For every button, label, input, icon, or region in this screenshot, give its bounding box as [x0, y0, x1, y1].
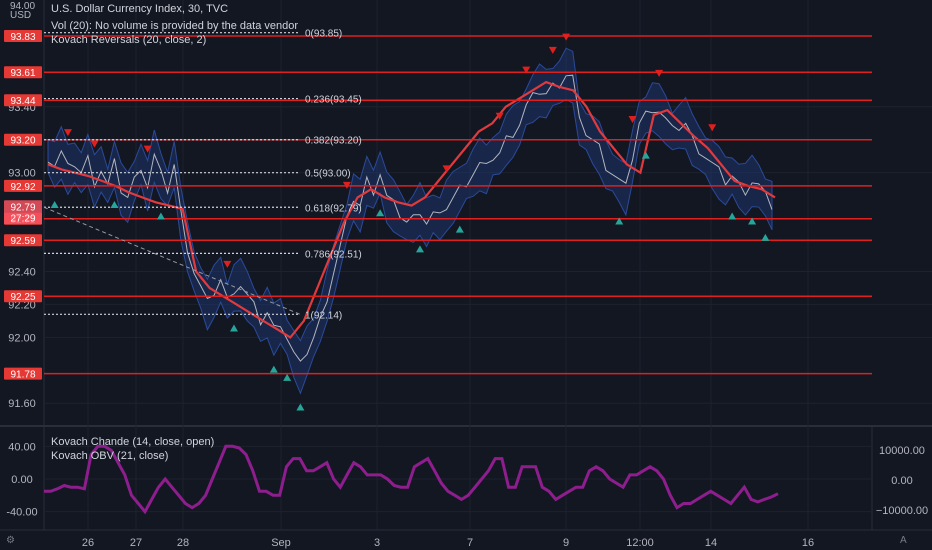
price-axis-top-label: 94.00: [10, 1, 36, 12]
level-badge-label: 92.59: [10, 236, 35, 247]
chande-axis-label: -40.00: [6, 507, 37, 519]
obv-axis-label: 10000.00: [879, 445, 925, 457]
bullish-reversal-marker: [748, 217, 757, 225]
bearish-reversal-marker: [628, 115, 637, 123]
bullish-reversal-marker: [415, 245, 424, 253]
fib-level-label: 0(93.85): [305, 29, 342, 40]
bullish-reversal-marker: [296, 403, 305, 411]
bearish-reversal-marker: [548, 46, 557, 54]
level-badge-label: 92.92: [10, 182, 35, 193]
bearish-reversal-marker: [143, 145, 152, 153]
level-badge-label: 93.61: [10, 68, 35, 79]
price-axis-label: 92.40: [8, 266, 36, 278]
level-badge-label: 93.44: [10, 96, 35, 107]
price-axis-label: 92.00: [8, 332, 36, 344]
bearish-reversal-marker: [442, 165, 451, 173]
bullish-reversal-marker: [110, 200, 119, 208]
price-axis-label: 92.20: [8, 299, 36, 311]
chande-axis-label: 40.00: [8, 441, 36, 453]
level-badge: [4, 234, 42, 247]
trend-line: [43, 206, 301, 315]
bullish-reversal-marker: [455, 225, 464, 233]
bullish-reversal-marker: [761, 233, 770, 241]
bar-countdown-label: 27:29: [10, 213, 35, 224]
time-axis-label: 9: [563, 537, 569, 549]
bearish-reversal-marker: [522, 66, 531, 74]
currency-label: USD: [10, 10, 32, 21]
symbol-title[interactable]: U.S. Dollar Currency Index, 30, TVC: [51, 3, 229, 15]
price-axis-label: 93.00: [8, 168, 36, 180]
time-axis-label: 14: [705, 537, 717, 549]
time-axis-label: 16: [802, 537, 814, 549]
bearish-reversal-marker: [708, 124, 717, 132]
fib-level-label: 0.786(92.51): [305, 249, 362, 260]
bearish-reversal-marker: [223, 260, 232, 268]
level-badge-label: 93.20: [10, 136, 35, 147]
fib-level-label: 0.382(93.20): [305, 136, 362, 147]
time-axis-label: 26: [82, 537, 94, 549]
time-axis-label: 12:00: [626, 537, 654, 549]
bullish-reversal-marker: [728, 212, 737, 220]
level-badge: [4, 290, 42, 303]
kovach-band: [47, 47, 773, 395]
chande-axis-label: 0.00: [11, 474, 32, 486]
level-badge-label: 91.78: [10, 370, 35, 381]
bullish-reversal-marker: [641, 151, 650, 159]
bullish-reversal-marker: [156, 212, 165, 220]
level-badge: [4, 367, 42, 380]
fib-level-label: 0.618(92.79): [305, 203, 362, 214]
obv-axis-label: 0.00: [891, 475, 912, 487]
bullish-reversal-marker: [269, 365, 278, 373]
time-axis-label: Sep: [271, 537, 291, 549]
kovach-ma-line: [47, 80, 776, 339]
kovach-chande-line: [44, 444, 779, 515]
bullish-reversal-marker: [376, 209, 385, 217]
bearish-reversal-marker: [562, 33, 571, 41]
bearish-reversal-marker: [495, 112, 504, 120]
bearish-reversal-marker: [63, 129, 72, 137]
kovach-reversals-legend[interactable]: Kovach Reversals (20, close, 2): [51, 34, 207, 46]
current-price-label: 92.79: [10, 202, 35, 213]
level-badge: [4, 94, 42, 107]
bearish-reversal-marker: [342, 181, 351, 189]
level-badge: [4, 179, 42, 192]
bullish-reversal-marker: [615, 217, 624, 225]
fib-level-label: 0.236(93.45): [305, 95, 362, 106]
kovach-chande-legend[interactable]: Kovach Chande (14, close, open): [51, 436, 215, 448]
time-axis-label: 27: [130, 537, 142, 549]
bullish-reversal-marker: [50, 200, 59, 208]
price-axis-label: 91.60: [8, 398, 36, 410]
gear-icon[interactable]: ⚙: [6, 535, 15, 546]
bearish-reversal-marker: [655, 69, 664, 77]
time-axis-label: 28: [177, 537, 189, 549]
level-badge: [4, 133, 42, 146]
fib-level-label: 1(92.14): [305, 310, 342, 321]
fib-level-label: 0.5(93.00): [305, 169, 351, 180]
bearish-reversal-marker: [90, 140, 99, 148]
auto-scale-icon[interactable]: A: [900, 535, 907, 546]
time-axis-label: 7: [467, 537, 473, 549]
current-price-badge: [4, 200, 42, 225]
level-badge: [4, 29, 42, 42]
obv-axis-label: −10000.00: [876, 505, 928, 517]
bullish-reversal-marker: [229, 324, 238, 332]
bullish-reversal-marker: [283, 373, 292, 381]
level-badge-label: 92.25: [10, 292, 35, 303]
level-badge-label: 93.83: [10, 32, 35, 43]
volume-indicator-legend[interactable]: Vol (20): No volume is provided by the d…: [51, 20, 299, 32]
time-axis-label: 3: [374, 537, 380, 549]
kovach-obv-legend[interactable]: Kovach OBV (21, close): [51, 450, 169, 462]
level-badge: [4, 66, 42, 79]
price-unit: 94.00 USD: [10, 1, 36, 21]
